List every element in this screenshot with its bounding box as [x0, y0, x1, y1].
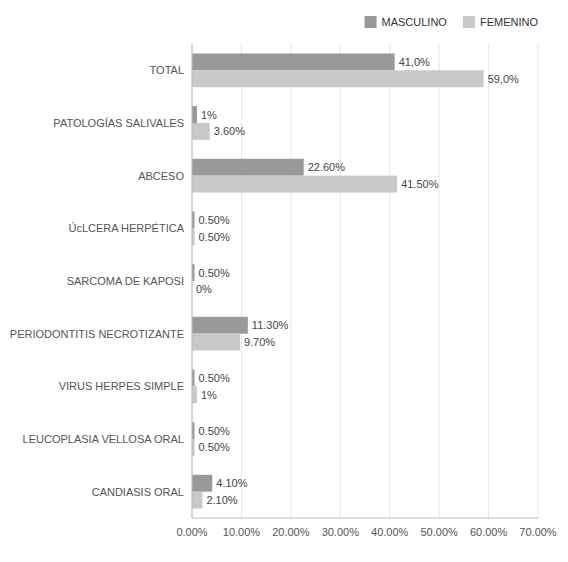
legend-label: FEMENINO	[480, 16, 539, 28]
category-label: PATOLOGÍAS SALIVALES	[53, 117, 184, 129]
data-label: 9.70%	[244, 336, 275, 348]
data-label: 3.60%	[214, 125, 245, 137]
legend: MASCULINO FEMENINO	[365, 16, 539, 28]
bar	[192, 492, 202, 509]
category-label: VIRUS HERPES SIMPLE	[59, 380, 184, 392]
data-label: 4.10%	[216, 477, 247, 489]
data-label: 2.10%	[206, 494, 237, 506]
data-label: 0%	[196, 283, 212, 295]
tick-label: 60.00%	[470, 526, 508, 538]
x-axis-line	[192, 518, 538, 519]
grid-line	[290, 44, 291, 518]
bar	[192, 386, 197, 403]
bar	[192, 70, 484, 87]
tick-label: 50.00%	[420, 526, 458, 538]
legend-swatch	[365, 16, 377, 28]
tick-label: 40.00%	[371, 526, 409, 538]
legend-swatch	[463, 16, 475, 28]
bar	[192, 123, 210, 140]
bars	[192, 53, 484, 508]
grid-line	[439, 44, 440, 518]
category-label: PERIODONTITIS NECROTIZANTE	[10, 328, 184, 340]
grid-line	[389, 44, 390, 518]
data-label: 1%	[201, 389, 217, 401]
data-label: 0.50%	[198, 425, 229, 437]
bar	[192, 475, 212, 492]
legend-item: FEMENINO	[463, 16, 539, 28]
data-label: 0.50%	[198, 372, 229, 384]
category-label: LEUCOPLASIA VELLOSA ORAL	[23, 433, 184, 445]
data-label: 1%	[201, 109, 217, 121]
chart: 0.00% 10.00% 20.00% 30.00% 40.00% 50.00% 60.00…	[0, 0, 568, 562]
grid-line	[241, 44, 242, 518]
bar	[192, 159, 304, 176]
data-labels: 4.10% 0.50% 0.50% 11.30% 0.50% 0.50% 22.60% 1% 4…	[196, 56, 519, 506]
bar	[192, 176, 397, 193]
legend-item: MASCULINO	[365, 16, 448, 28]
bar	[192, 334, 240, 351]
data-label: 41,0%	[399, 56, 430, 68]
category-label: TOTAL	[150, 64, 184, 76]
data-label: 0.50%	[198, 441, 229, 453]
legend-label: MASCULINO	[382, 16, 448, 28]
tick-label: 30.00%	[322, 526, 360, 538]
tick-label: 0.00%	[176, 526, 207, 538]
data-label: 0.50%	[198, 214, 229, 226]
data-label: 22.60%	[308, 161, 346, 173]
category-label: CANDIASIS ORAL	[92, 486, 184, 498]
tick-label: 70.00%	[519, 526, 557, 538]
grid-line	[192, 44, 193, 518]
category-label: SARCOMA DE KAPOSI	[67, 275, 184, 287]
tick-label: 10.00%	[223, 526, 261, 538]
data-label: 11.30%	[252, 319, 289, 331]
data-label: 59,0%	[488, 73, 519, 85]
category-label: ÚcLCERA HERPÉTICA	[68, 222, 184, 234]
grid	[192, 44, 538, 518]
data-label: 0.50%	[198, 267, 229, 279]
bar	[192, 53, 395, 70]
grid-line	[538, 44, 539, 518]
bar	[192, 317, 248, 334]
category-label: ABCESO	[138, 170, 184, 182]
tick-label: 20.00%	[272, 526, 310, 538]
data-label: 41.50%	[401, 178, 439, 190]
bar	[192, 106, 197, 123]
y-axis-line	[192, 44, 193, 518]
data-label: 0.50%	[198, 231, 229, 243]
grid-line	[340, 44, 341, 518]
grid-line	[488, 44, 489, 518]
